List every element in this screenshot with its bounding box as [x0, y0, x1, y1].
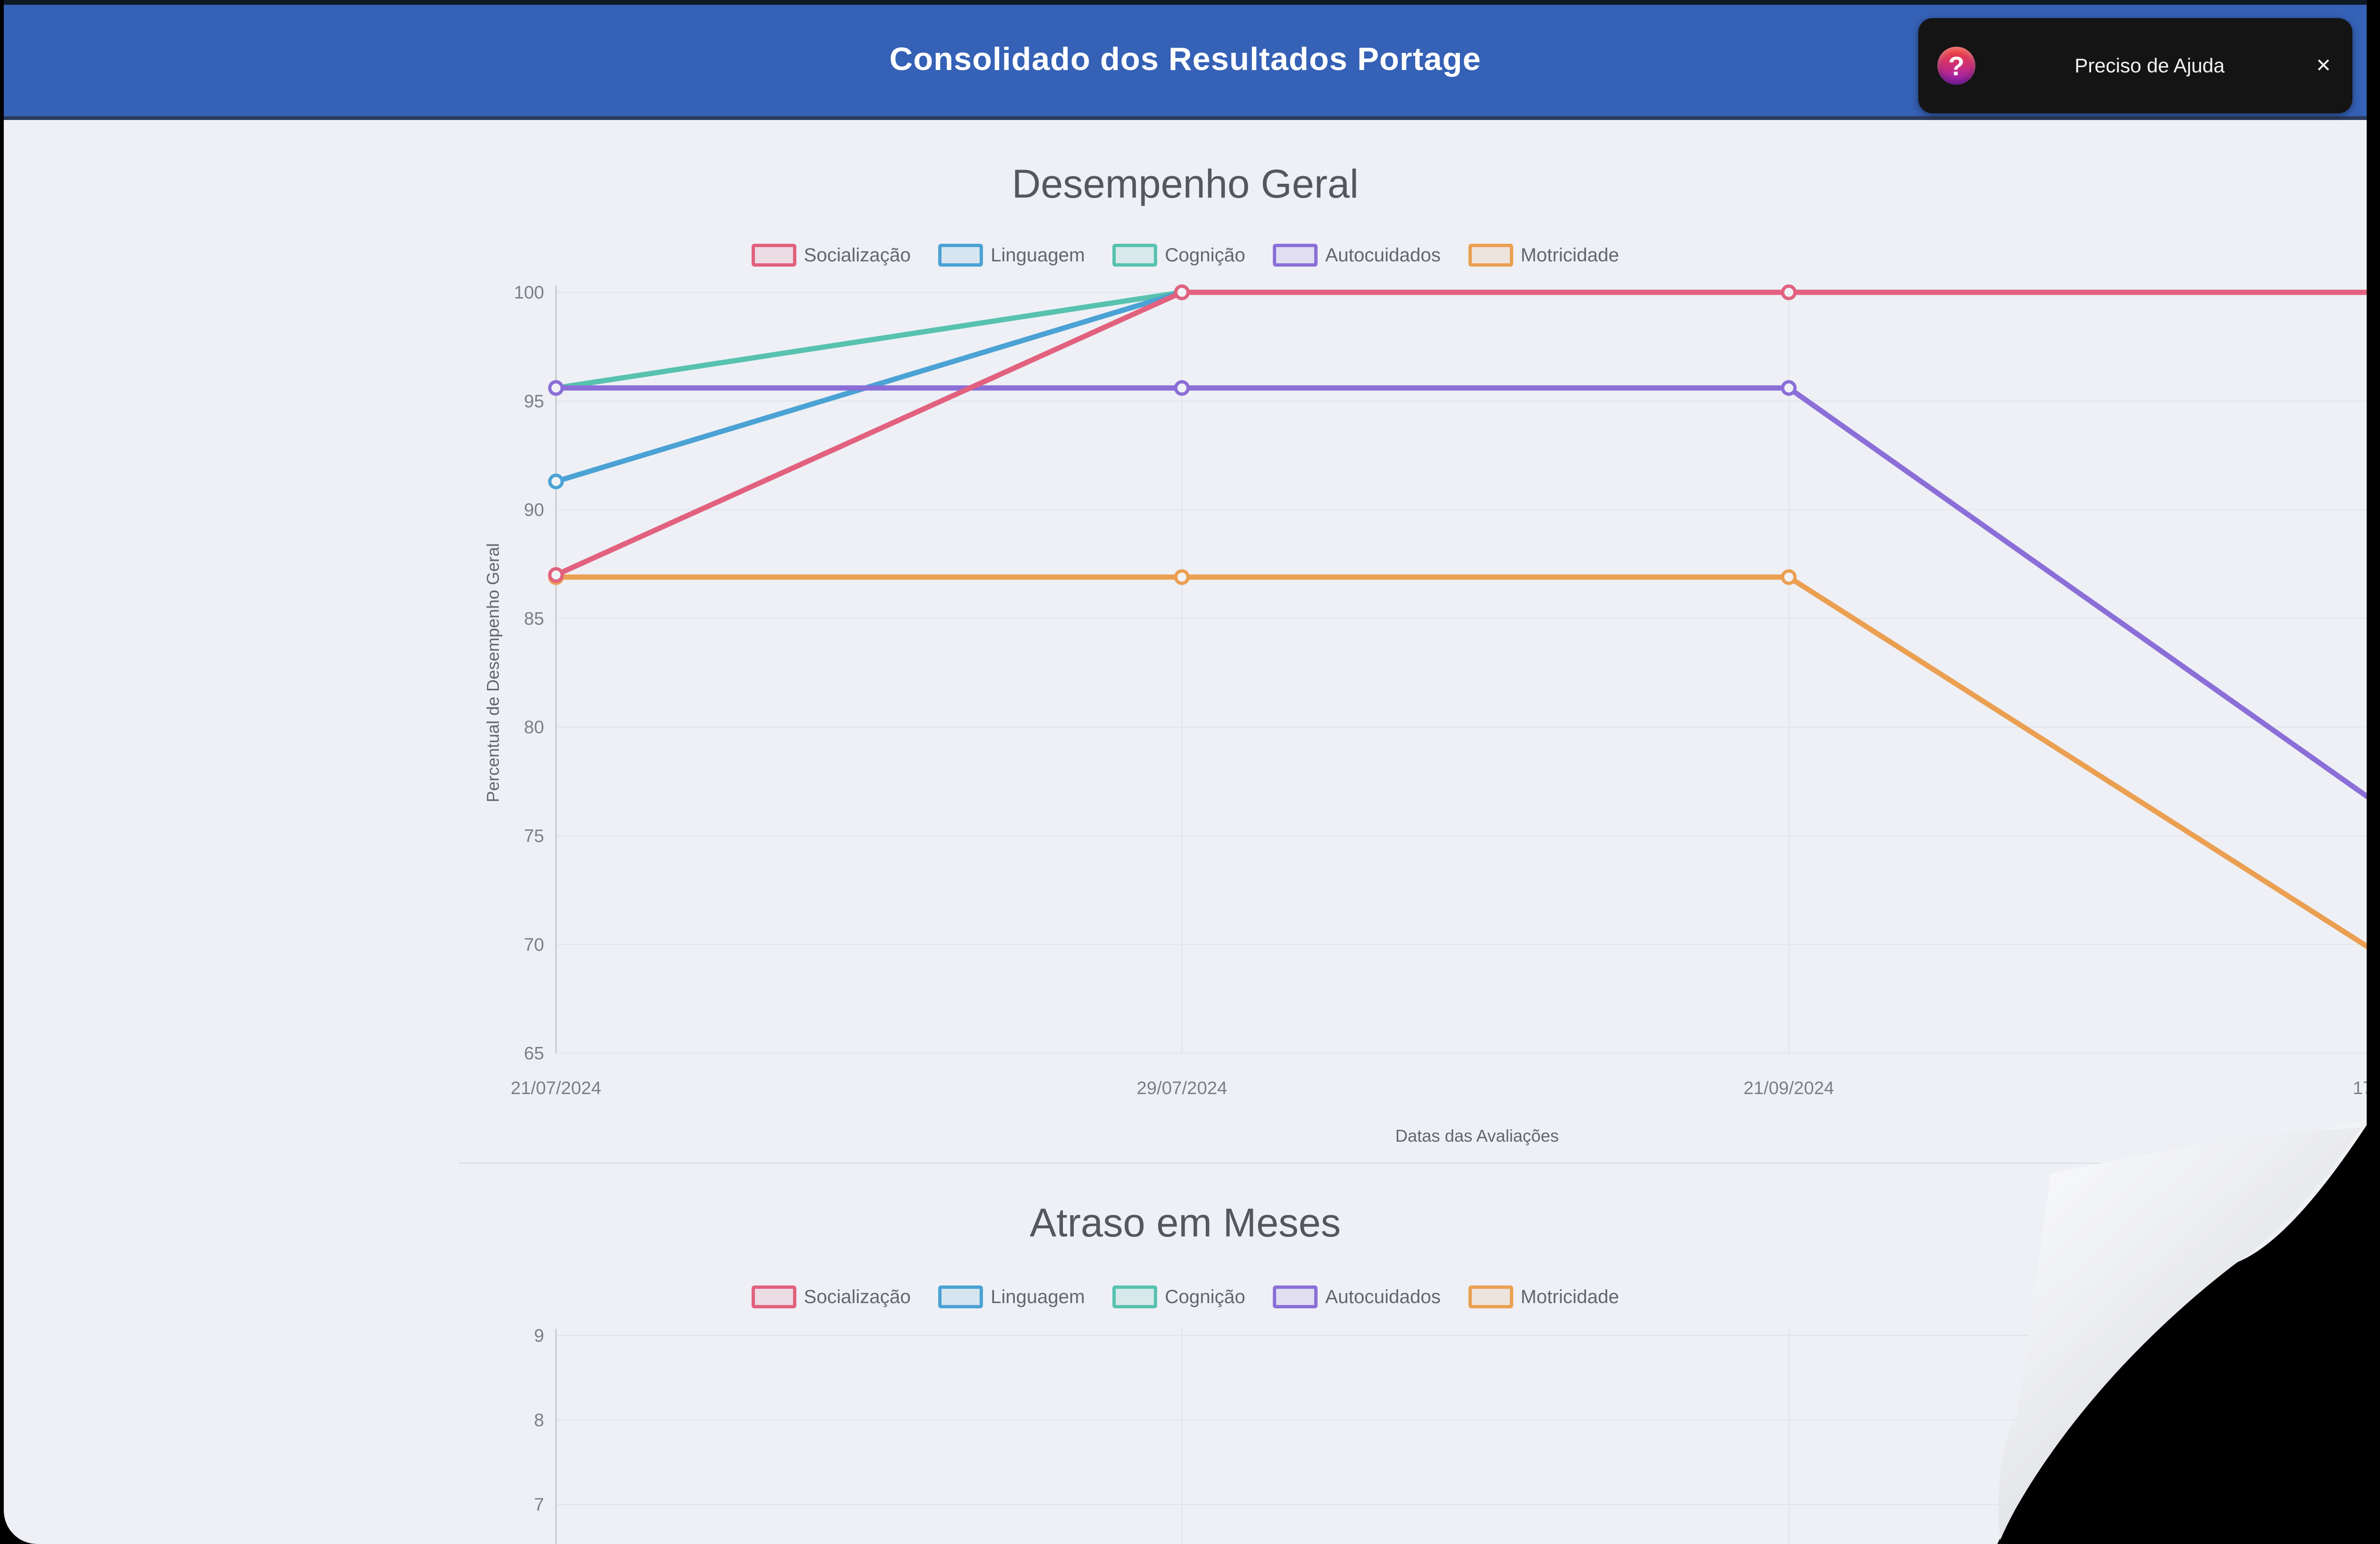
- legend-item-socialização[interactable]: Socialização: [751, 244, 911, 267]
- legend-swatch: [1273, 244, 1318, 267]
- legend-swatch: [1112, 244, 1158, 267]
- svg-text:90: 90: [524, 500, 544, 520]
- legend-item-motricidade[interactable]: Motricidade: [1468, 244, 1619, 267]
- svg-text:21/07/2024: 21/07/2024: [511, 1078, 601, 1098]
- legend-item-linguagem[interactable]: Linguagem: [938, 244, 1085, 267]
- legend-item-cognição[interactable]: Cognição: [1112, 244, 1245, 267]
- legend-label: Motricidade: [1520, 1286, 1619, 1307]
- series-socialização: [548, 284, 2367, 583]
- legend-swatch: [1273, 1285, 1318, 1308]
- legend-swatch: [751, 244, 796, 267]
- legend-label: Socialização: [803, 1286, 911, 1307]
- svg-text:7: 7: [534, 1495, 544, 1515]
- close-icon[interactable]: ✕: [2315, 55, 2331, 76]
- legend-label: Cognição: [1165, 1286, 1246, 1307]
- legend-item-autocuidados[interactable]: Autocuidados: [1273, 1285, 1441, 1308]
- legend-label: Cognição: [1165, 244, 1246, 266]
- legend-label: Autocuidados: [1325, 244, 1441, 266]
- legend-item-linguagem[interactable]: Linguagem: [938, 1285, 1085, 1308]
- legend-label: Motricidade: [1520, 244, 1619, 266]
- question-mark-icon: ?: [1937, 47, 1975, 85]
- chart2-legend: Socialização Linguagem Cognição Autocuidado…: [4, 1285, 2367, 1308]
- app-page: Consolidado dos Resultados Portage ? Pre…: [4, 0, 2367, 1544]
- svg-text:Datas das Avaliações: Datas das Avaliações: [1395, 1126, 1559, 1146]
- legend-swatch: [1468, 244, 1513, 267]
- svg-text:Percentual de Desempenho Geral: Percentual de Desempenho Geral: [483, 543, 503, 802]
- page-title: Consolidado dos Resultados Portage: [889, 40, 1481, 77]
- svg-text:29/07/2024: 29/07/2024: [1137, 1078, 1227, 1098]
- legend-label: Linguagem: [991, 244, 1085, 266]
- chart1-canvas: 100 95 90 85 80 75 70 65 21/07/2024 29/07/2024 21/…: [483, 283, 2367, 1146]
- chart1-title: Desempenho Geral: [1012, 161, 1359, 206]
- legend-swatch: [1468, 1285, 1513, 1308]
- legend-item-motricidade[interactable]: Motricidade: [1468, 1285, 1619, 1308]
- svg-text:100: 100: [514, 283, 544, 303]
- svg-text:8: 8: [534, 1411, 544, 1431]
- svg-text:75: 75: [524, 827, 544, 847]
- legend-swatch: [938, 1285, 983, 1308]
- series-cognição: [548, 284, 2367, 396]
- legend-label: Autocuidados: [1325, 1286, 1441, 1307]
- page-curl-decoration: [1997, 1119, 2367, 1544]
- section-divider: [458, 1163, 2367, 1164]
- help-button[interactable]: ? Preciso de Ajuda ✕: [1918, 18, 2352, 113]
- svg-text:21/09/2024: 21/09/2024: [1744, 1078, 1834, 1098]
- legend-swatch: [938, 244, 983, 267]
- top-edge-line: [4, 0, 2367, 5]
- chart1-legend: Socialização Linguagem Cognição Autocuidado…: [4, 244, 2367, 267]
- legend-item-cognição[interactable]: Cognição: [1112, 1285, 1245, 1308]
- series-autocuidados: [548, 380, 2367, 800]
- legend-swatch: [1112, 1285, 1158, 1308]
- svg-text:9: 9: [534, 1326, 544, 1346]
- svg-text:80: 80: [524, 717, 544, 737]
- series-motricidade: [548, 569, 2367, 949]
- legend-item-socialização[interactable]: Socialização: [751, 1285, 911, 1308]
- legend-label: Socialização: [803, 244, 911, 266]
- svg-text:95: 95: [524, 391, 544, 411]
- legend-label: Linguagem: [991, 1286, 1085, 1307]
- app-header: Consolidado dos Resultados Portage ? Pre…: [4, 5, 2367, 120]
- help-button-label: Preciso de Ajuda: [2074, 54, 2225, 77]
- legend-item-autocuidados[interactable]: Autocuidados: [1273, 244, 1441, 267]
- svg-text:65: 65: [524, 1044, 544, 1064]
- svg-text:17/01/2025: 17/01/2025: [2353, 1078, 2367, 1098]
- svg-text:70: 70: [524, 935, 544, 955]
- svg-text:85: 85: [524, 609, 544, 629]
- chart2-title: Atraso em Meses: [1030, 1200, 1341, 1245]
- legend-swatch: [751, 1285, 796, 1308]
